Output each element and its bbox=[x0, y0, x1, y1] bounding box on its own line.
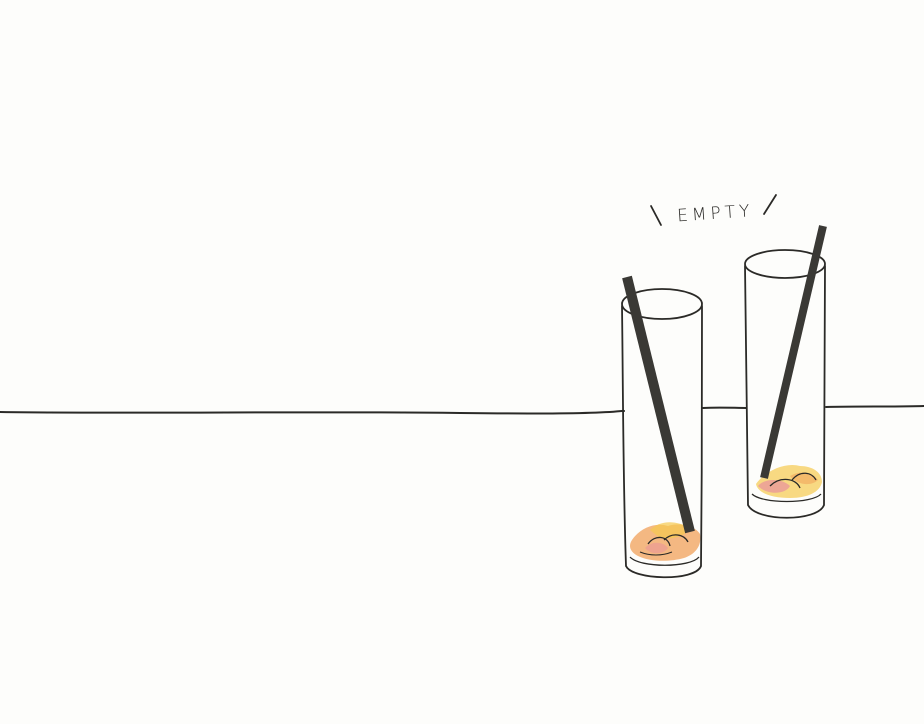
left-glass-right-wall bbox=[700, 305, 703, 567]
right-glass-left-wall bbox=[744, 265, 749, 506]
right-glass-inner-base bbox=[751, 493, 822, 503]
right-glass-residue bbox=[756, 464, 822, 498]
right-glass-right-wall bbox=[823, 265, 826, 506]
left-glass-rim bbox=[621, 288, 703, 320]
caption-mark-left bbox=[650, 205, 662, 226]
left-glass-residue bbox=[630, 522, 701, 561]
right-glass-rim bbox=[744, 249, 826, 279]
right-glass-base bbox=[747, 504, 825, 519]
table-edge-line-right bbox=[825, 405, 924, 408]
right-glass bbox=[744, 225, 827, 519]
left-glass-base bbox=[625, 565, 702, 579]
left-glass-inner-base bbox=[629, 556, 700, 566]
left-glass bbox=[621, 275, 703, 579]
right-glass-straw bbox=[760, 225, 827, 479]
left-glass-straw bbox=[622, 275, 695, 534]
table-edge-line bbox=[0, 409, 625, 415]
caption-text: EMPTY bbox=[677, 201, 755, 226]
caption-mark-right bbox=[763, 194, 777, 215]
left-glass-left-wall bbox=[621, 305, 627, 567]
